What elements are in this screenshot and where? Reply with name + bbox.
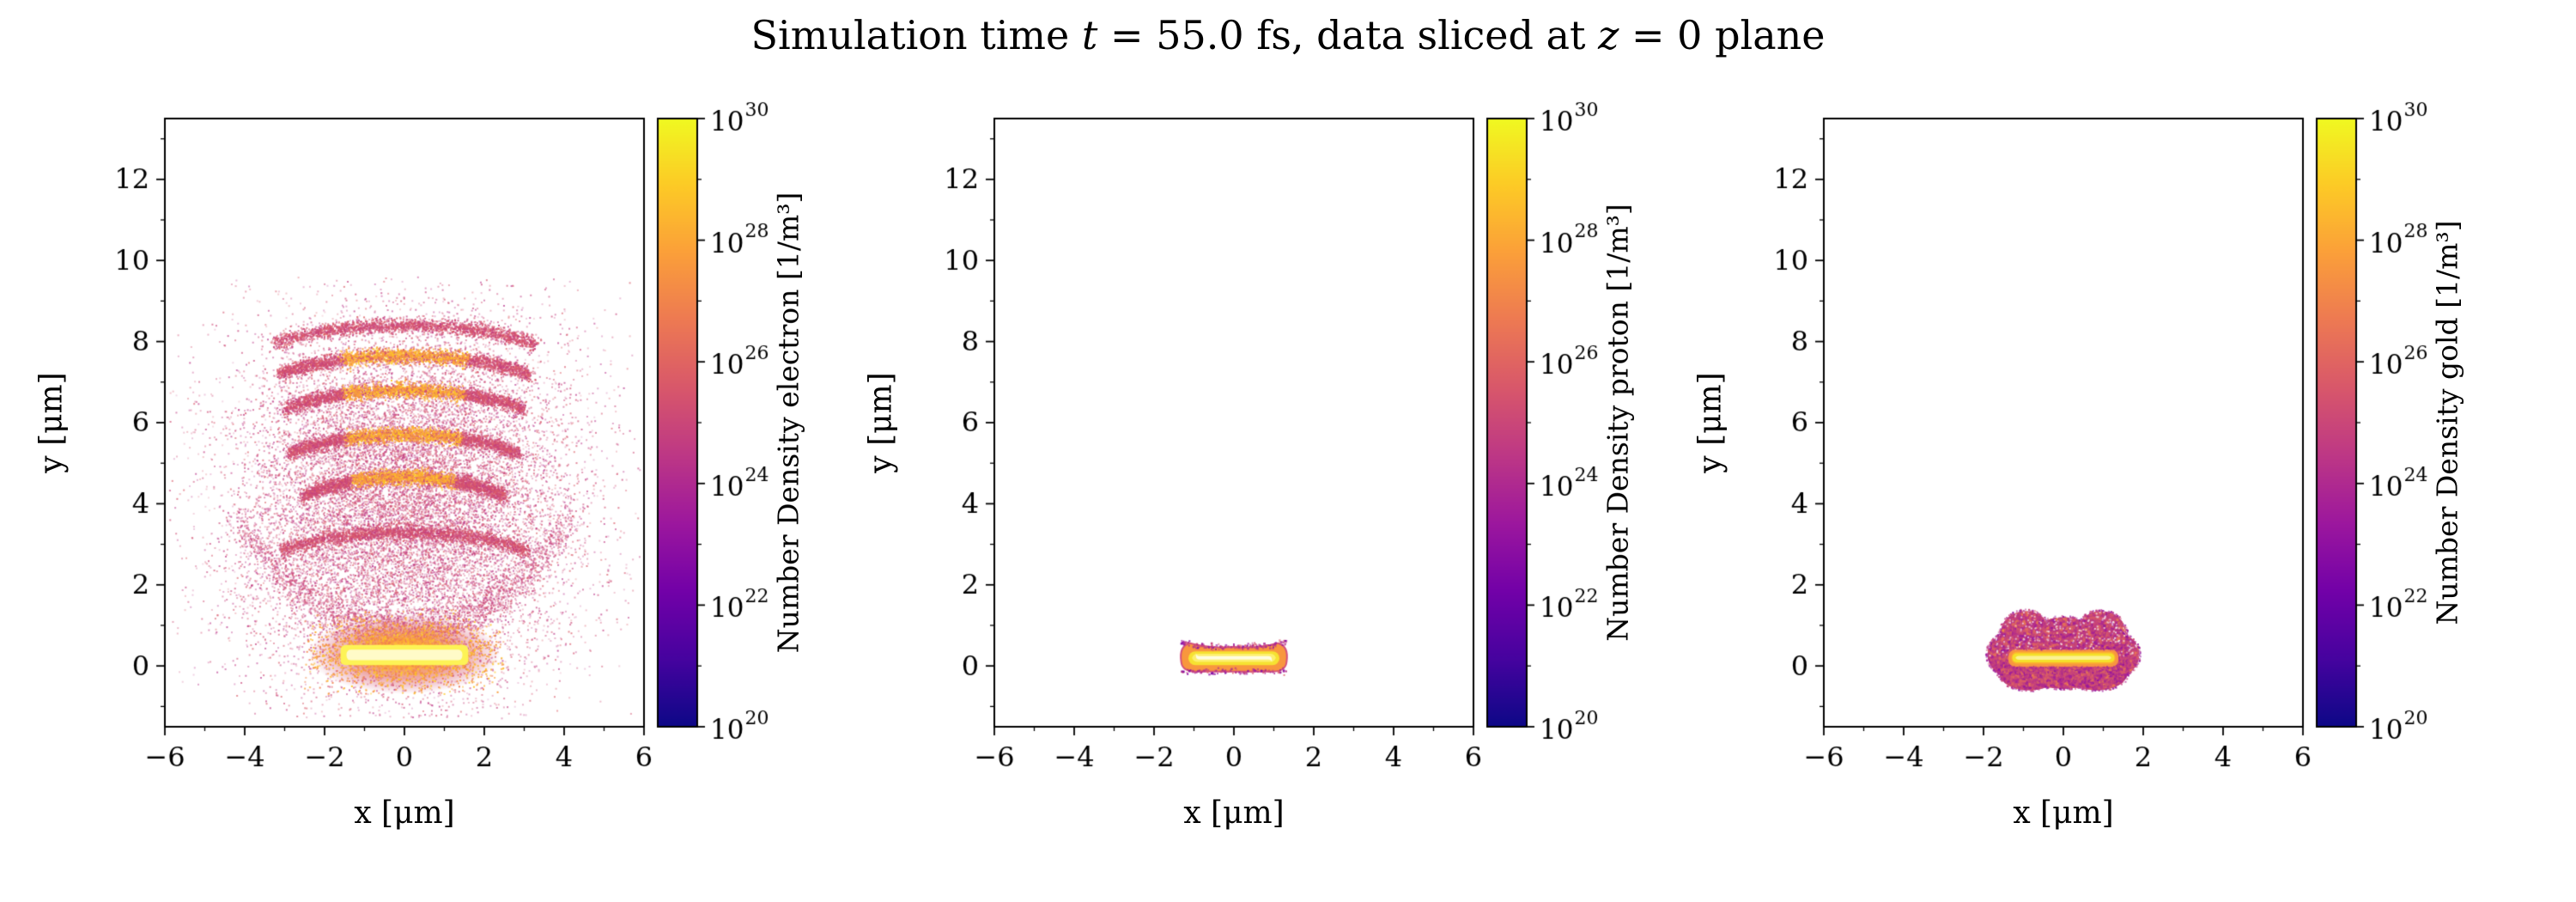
proton-colorbar-label: Number Density proton [1/m³]	[1601, 204, 1635, 642]
panel-gold: x [μm] y [μm] Number Density gold [1/m³]	[1693, 77, 2576, 893]
electron-density-plot	[86, 77, 790, 833]
panel-electron: x [μm] y [μm] Number Density electron [1…	[34, 77, 945, 893]
gold-y-axis-label: y [μm]	[1692, 372, 1728, 473]
proton-y-axis-label: y [μm]	[863, 372, 899, 473]
electron-y-axis-label: y [μm]	[33, 372, 70, 473]
panel-proton: x [μm] y [μm] Number Density proton [1/m…	[864, 77, 1774, 893]
gold-colorbar-label: Number Density gold [1/m³]	[2430, 220, 2464, 625]
gold-density-plot	[1745, 77, 2449, 833]
electron-colorbar-label: Number Density electron [1/m³]	[771, 192, 805, 654]
figure-title: Simulation time t = 55.0 fs, data sliced…	[750, 12, 1826, 58]
electron-x-axis-label: x [μm]	[354, 795, 455, 831]
proton-x-axis-label: x [μm]	[1183, 795, 1285, 831]
proton-density-plot	[915, 77, 1619, 833]
gold-x-axis-label: x [μm]	[2013, 795, 2114, 831]
